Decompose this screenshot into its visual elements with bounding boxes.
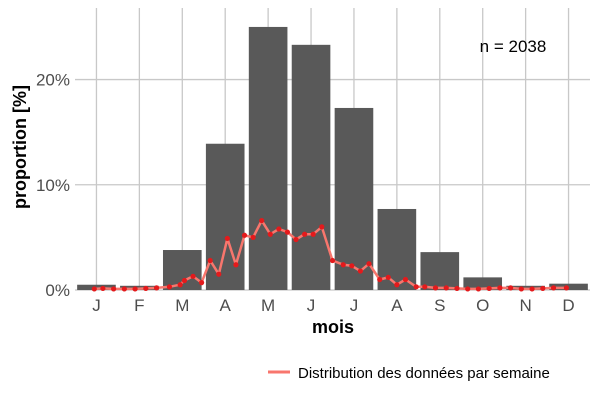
data-point bbox=[111, 286, 117, 292]
data-point bbox=[143, 285, 149, 292]
data-point bbox=[508, 285, 514, 291]
x-tick-label: M bbox=[175, 296, 189, 315]
data-point bbox=[100, 285, 106, 292]
data-point bbox=[432, 285, 439, 291]
data-point bbox=[422, 284, 428, 290]
data-point bbox=[497, 285, 503, 291]
data-point bbox=[241, 232, 248, 238]
data-point bbox=[267, 231, 273, 237]
x-tick-label: F bbox=[134, 296, 144, 315]
data-point bbox=[402, 276, 409, 283]
data-point bbox=[319, 224, 325, 230]
data-point bbox=[233, 262, 239, 268]
data-point bbox=[121, 286, 127, 292]
bars bbox=[77, 26, 588, 291]
x-tick-label: A bbox=[391, 296, 403, 315]
data-point bbox=[465, 286, 471, 292]
y-axis-title: proportion [%] bbox=[10, 85, 30, 209]
x-tick-label: J bbox=[92, 296, 101, 315]
x-tick-label: J bbox=[307, 296, 316, 315]
data-point bbox=[207, 257, 213, 264]
bar bbox=[291, 44, 331, 291]
data-point bbox=[377, 276, 383, 283]
x-tick-label: S bbox=[434, 296, 445, 315]
data-point bbox=[132, 286, 138, 292]
data-point bbox=[190, 273, 196, 279]
bar bbox=[463, 277, 503, 290]
data-point bbox=[91, 286, 97, 292]
data-point bbox=[276, 226, 282, 232]
data-point bbox=[166, 284, 173, 290]
data-point bbox=[340, 262, 346, 268]
data-point bbox=[293, 236, 299, 243]
data-point bbox=[540, 285, 546, 292]
data-point bbox=[475, 286, 482, 292]
x-tick-label: O bbox=[476, 296, 489, 315]
data-point bbox=[177, 282, 183, 288]
legend-label: Distribution des données par semaine bbox=[298, 365, 550, 382]
data-point bbox=[413, 284, 419, 290]
weekly-distribution-points bbox=[91, 217, 569, 292]
y-tick-label: 20% bbox=[36, 71, 70, 90]
data-point bbox=[529, 286, 535, 292]
data-point bbox=[443, 285, 449, 291]
data-point bbox=[454, 285, 460, 292]
legend: Distribution des données par semaine bbox=[268, 365, 550, 382]
data-point bbox=[329, 257, 336, 264]
bar bbox=[77, 284, 116, 290]
data-point bbox=[486, 285, 492, 292]
x-tick-label: A bbox=[220, 296, 232, 315]
x-axis-title: mois bbox=[312, 317, 354, 337]
data-point bbox=[310, 231, 316, 237]
data-point bbox=[284, 229, 291, 235]
x-tick-label: J bbox=[350, 296, 359, 315]
y-tick-labels: 0% 10% 20% bbox=[36, 71, 70, 300]
bar bbox=[420, 252, 460, 290]
data-point bbox=[518, 286, 524, 292]
y-tick-label: 10% bbox=[36, 176, 70, 195]
data-point bbox=[250, 234, 256, 240]
bar bbox=[377, 208, 417, 290]
grid-lines bbox=[75, 8, 590, 291]
sample-size-annotation: n = 2038 bbox=[480, 37, 547, 56]
data-point bbox=[563, 285, 569, 291]
data-point bbox=[224, 235, 230, 242]
data-point bbox=[357, 268, 363, 274]
data-point bbox=[385, 274, 391, 280]
data-point bbox=[181, 277, 188, 284]
bar bbox=[248, 26, 288, 290]
data-point bbox=[216, 271, 222, 277]
x-tick-label: N bbox=[519, 296, 531, 315]
data-point bbox=[302, 231, 308, 237]
data-point bbox=[199, 280, 205, 286]
data-point bbox=[349, 263, 355, 269]
data-point bbox=[394, 282, 400, 288]
data-point bbox=[259, 217, 265, 224]
x-tick-label: D bbox=[562, 296, 574, 315]
y-tick-label: 0% bbox=[45, 281, 70, 300]
data-point bbox=[550, 285, 557, 291]
data-point bbox=[366, 261, 372, 267]
data-point bbox=[153, 285, 160, 291]
bar bbox=[334, 107, 374, 291]
x-tick-label: M bbox=[261, 296, 275, 315]
bar bbox=[205, 143, 245, 290]
